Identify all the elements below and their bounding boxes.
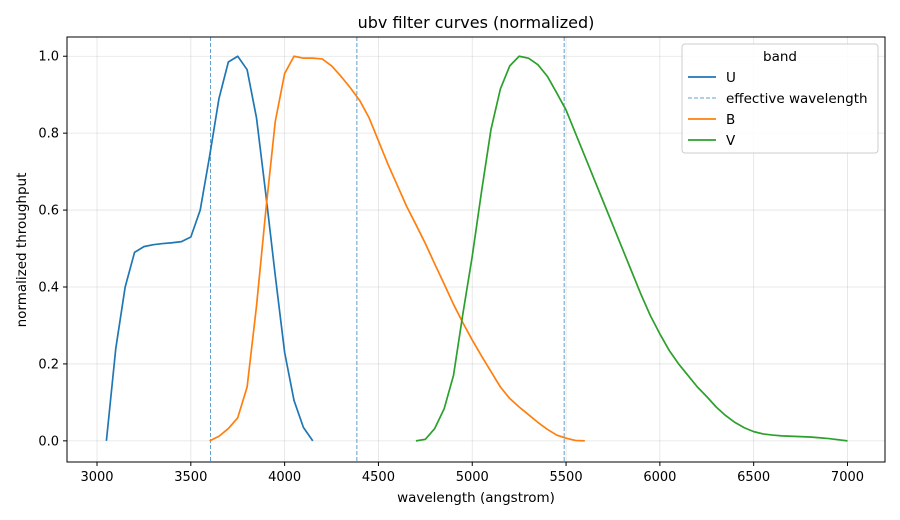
legend-label: effective wavelength — [726, 91, 868, 107]
x-axis-label: wavelength (angstrom) — [397, 490, 555, 506]
x-tick-label: 4500 — [362, 470, 395, 485]
y-tick-label: 0.2 — [38, 357, 59, 372]
x-tick-label: 7000 — [831, 470, 864, 485]
y-tick-label: 0.4 — [38, 281, 59, 296]
x-tick-label: 5000 — [456, 470, 489, 485]
x-tick-label: 3500 — [174, 470, 207, 485]
y-tick-label: 0.6 — [38, 204, 59, 219]
y-axis-label: normalized throughput — [14, 173, 30, 328]
x-tick-label: 5500 — [550, 470, 583, 485]
series-line-b — [209, 55, 585, 442]
x-tick-label: 6500 — [737, 470, 770, 485]
x-tick-label: 4000 — [268, 470, 301, 485]
legend-label: V — [726, 133, 736, 149]
legend-label: B — [726, 112, 735, 128]
y-tick-label: 1.0 — [38, 50, 59, 65]
legend-box — [681, 43, 879, 154]
series-lines — [105, 55, 848, 442]
effective-wavelength-lines — [210, 37, 565, 462]
legend-label: U — [726, 70, 736, 86]
x-tick-label: 3000 — [80, 470, 113, 485]
series-line-u — [105, 55, 314, 442]
series-line-v — [415, 55, 848, 442]
plot-area-frame — [66, 36, 886, 463]
y-tick-label: 0.0 — [38, 434, 59, 449]
y-tick-label: 0.8 — [38, 127, 59, 142]
y-axis-ticks: 0.0 0.2 0.4 0.6 0.8 1.0 — [38, 50, 67, 449]
chart-title: ubv filter curves (normalized) — [358, 13, 595, 32]
x-tick-label: 6000 — [643, 470, 676, 485]
legend-title: band — [763, 49, 797, 65]
x-axis-ticks: 3000 3500 4000 4500 5000 5500 6000 6500 7000 — [80, 462, 864, 485]
